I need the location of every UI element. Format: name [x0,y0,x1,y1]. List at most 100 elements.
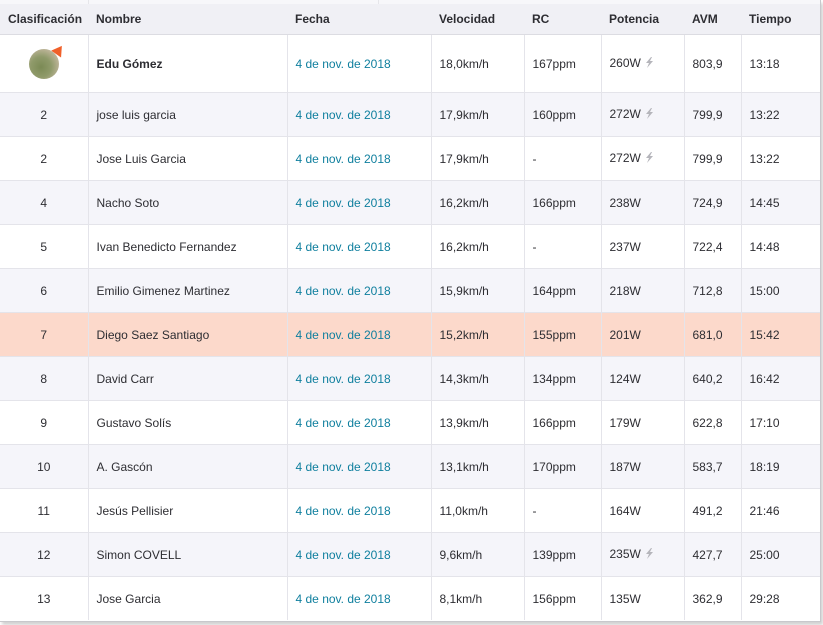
athlete-name-link[interactable]: Emilio Gimenez Martinez [87,268,287,313]
activity-date-link[interactable]: 4 de nov. de 2018 [286,576,431,620]
time-cell: 14:48 [740,224,820,269]
athlete-name-link[interactable]: Gustavo Solís [87,400,287,445]
leaderboard-table: Clasificación Nombre Fecha Velocidad RC … [0,4,820,620]
speed-cell: 13,1km/h [430,444,524,489]
time-cell: 13:22 [740,136,820,181]
time-cell: 14:45 [740,180,820,225]
rank-cell: 4 [0,180,88,225]
column-header-tiempo[interactable]: Tiempo [741,4,820,35]
avm-cell: 362,9 [683,576,741,620]
rc-cell: - [523,488,601,533]
athlete-name-link[interactable]: jose luis garcia [87,92,287,137]
activity-date-link[interactable]: 4 de nov. de 2018 [286,268,431,313]
rank-cell: 7 [0,312,88,357]
table-header: Clasificación Nombre Fecha Velocidad RC … [0,4,820,35]
table-row: 10 A. Gascón 4 de nov. de 2018 13,1km/h 170p… [0,444,820,489]
table-row: 4 Nacho Soto 4 de nov. de 2018 16,2km/h 166p… [0,180,820,225]
rc-cell: 164ppm [523,268,601,313]
column-header-velocidad[interactable]: Velocidad [431,4,524,35]
rc-cell: - [523,136,601,181]
power-cell: 235W [600,532,684,577]
power-cell: 272W [600,92,684,137]
rc-cell: 155ppm [523,312,601,357]
power-value: 260W [609,56,641,71]
table-row: 12 Simon COVELL 4 de nov. de 2018 9,6km/h 13… [0,532,820,577]
column-header-potencia[interactable]: Potencia [601,4,684,35]
table-body: Edu Gómez 4 de nov. de 2018 18,0km/h 167ppm… [0,34,820,620]
avm-cell: 583,7 [683,444,741,489]
activity-date-link[interactable]: 4 de nov. de 2018 [286,136,431,181]
power-value: 201W [609,327,641,342]
time-cell: 15:42 [740,312,820,357]
athlete-name-link[interactable]: David Carr [87,356,287,401]
power-cell: 260W [600,34,684,93]
athlete-name-link[interactable]: Jesús Pellisier [87,488,287,533]
speed-cell: 13,9km/h [430,400,524,445]
activity-date-link[interactable]: 4 de nov. de 2018 [286,34,431,93]
activity-date-link[interactable]: 4 de nov. de 2018 [286,180,431,225]
time-cell: 18:19 [740,444,820,489]
activity-date-link[interactable]: 4 de nov. de 2018 [286,444,431,489]
lightning-icon [645,56,654,71]
athlete-name-link[interactable]: Ivan Benedicto Fernandez [87,224,287,269]
time-cell: 13:18 [740,34,820,93]
column-header-nombre[interactable]: Nombre [88,4,287,35]
power-cell: 124W [600,356,684,401]
rank-cell: 2 [0,92,88,137]
table-row: 8 David Carr 4 de nov. de 2018 14,3km/h 134p… [0,356,820,401]
speed-cell: 17,9km/h [430,136,524,181]
athlete-name-link[interactable]: Simon COVELL [87,532,287,577]
column-header-clasificacion[interactable]: Clasificación [0,4,88,35]
speed-cell: 18,0km/h [430,34,524,93]
athlete-name-link[interactable]: Edu Gómez [87,34,287,93]
activity-date-link[interactable]: 4 de nov. de 2018 [286,400,431,445]
time-cell: 21:46 [740,488,820,533]
rank-cell: 9 [0,400,88,445]
speed-cell: 11,0km/h [430,488,524,533]
rc-cell: 160ppm [523,92,601,137]
athlete-name-link[interactable]: Diego Saez Santiago [87,312,287,357]
power-value: 238W [609,195,641,210]
time-cell: 25:00 [740,532,820,577]
power-value: 235W [609,547,641,562]
rank-cell: 8 [0,356,88,401]
power-value: 272W [609,151,641,166]
power-cell: 272W [600,136,684,181]
activity-date-link[interactable]: 4 de nov. de 2018 [286,488,431,533]
avm-cell: 640,2 [683,356,741,401]
rc-cell: - [523,224,601,269]
column-header-rc[interactable]: RC [524,4,601,35]
avm-cell: 427,7 [683,532,741,577]
athlete-name-link[interactable]: Nacho Soto [87,180,287,225]
power-value: 135W [609,591,641,606]
speed-cell: 8,1km/h [430,576,524,620]
table-row: 11 Jesús Pellisier 4 de nov. de 2018 11,0km… [0,488,820,533]
avm-cell: 681,0 [683,312,741,357]
activity-date-link[interactable]: 4 de nov. de 2018 [286,312,431,357]
activity-date-link[interactable]: 4 de nov. de 2018 [286,356,431,401]
avm-cell: 712,8 [683,268,741,313]
power-cell: 238W [600,180,684,225]
athlete-name-link[interactable]: A. Gascón [87,444,287,489]
athlete-name-link[interactable]: Jose Garcia [87,576,287,620]
lightning-icon [645,107,654,122]
user-avatar[interactable] [28,41,67,79]
column-header-avm[interactable]: AVM [684,4,741,35]
column-header-fecha[interactable]: Fecha [287,4,431,35]
activity-date-link[interactable]: 4 de nov. de 2018 [286,532,431,577]
activity-date-link[interactable]: 4 de nov. de 2018 [286,224,431,269]
athlete-name-link[interactable]: Jose Luis Garcia [87,136,287,181]
power-value: 164W [609,503,641,518]
table-row: 9 Gustavo Solís 4 de nov. de 2018 13,9km/h 1… [0,400,820,445]
power-value: 218W [609,283,641,298]
table-row: 6 Emilio Gimenez Martinez 4 de nov. de 201… [0,268,820,313]
lightning-icon [645,547,654,562]
rank-cell: 5 [0,224,88,269]
activity-date-link[interactable]: 4 de nov. de 2018 [286,92,431,137]
rank-cell [0,34,88,93]
top-separator [0,0,820,4]
avm-cell: 724,9 [683,180,741,225]
power-value: 179W [609,415,641,430]
rank-cell: 12 [0,532,88,577]
